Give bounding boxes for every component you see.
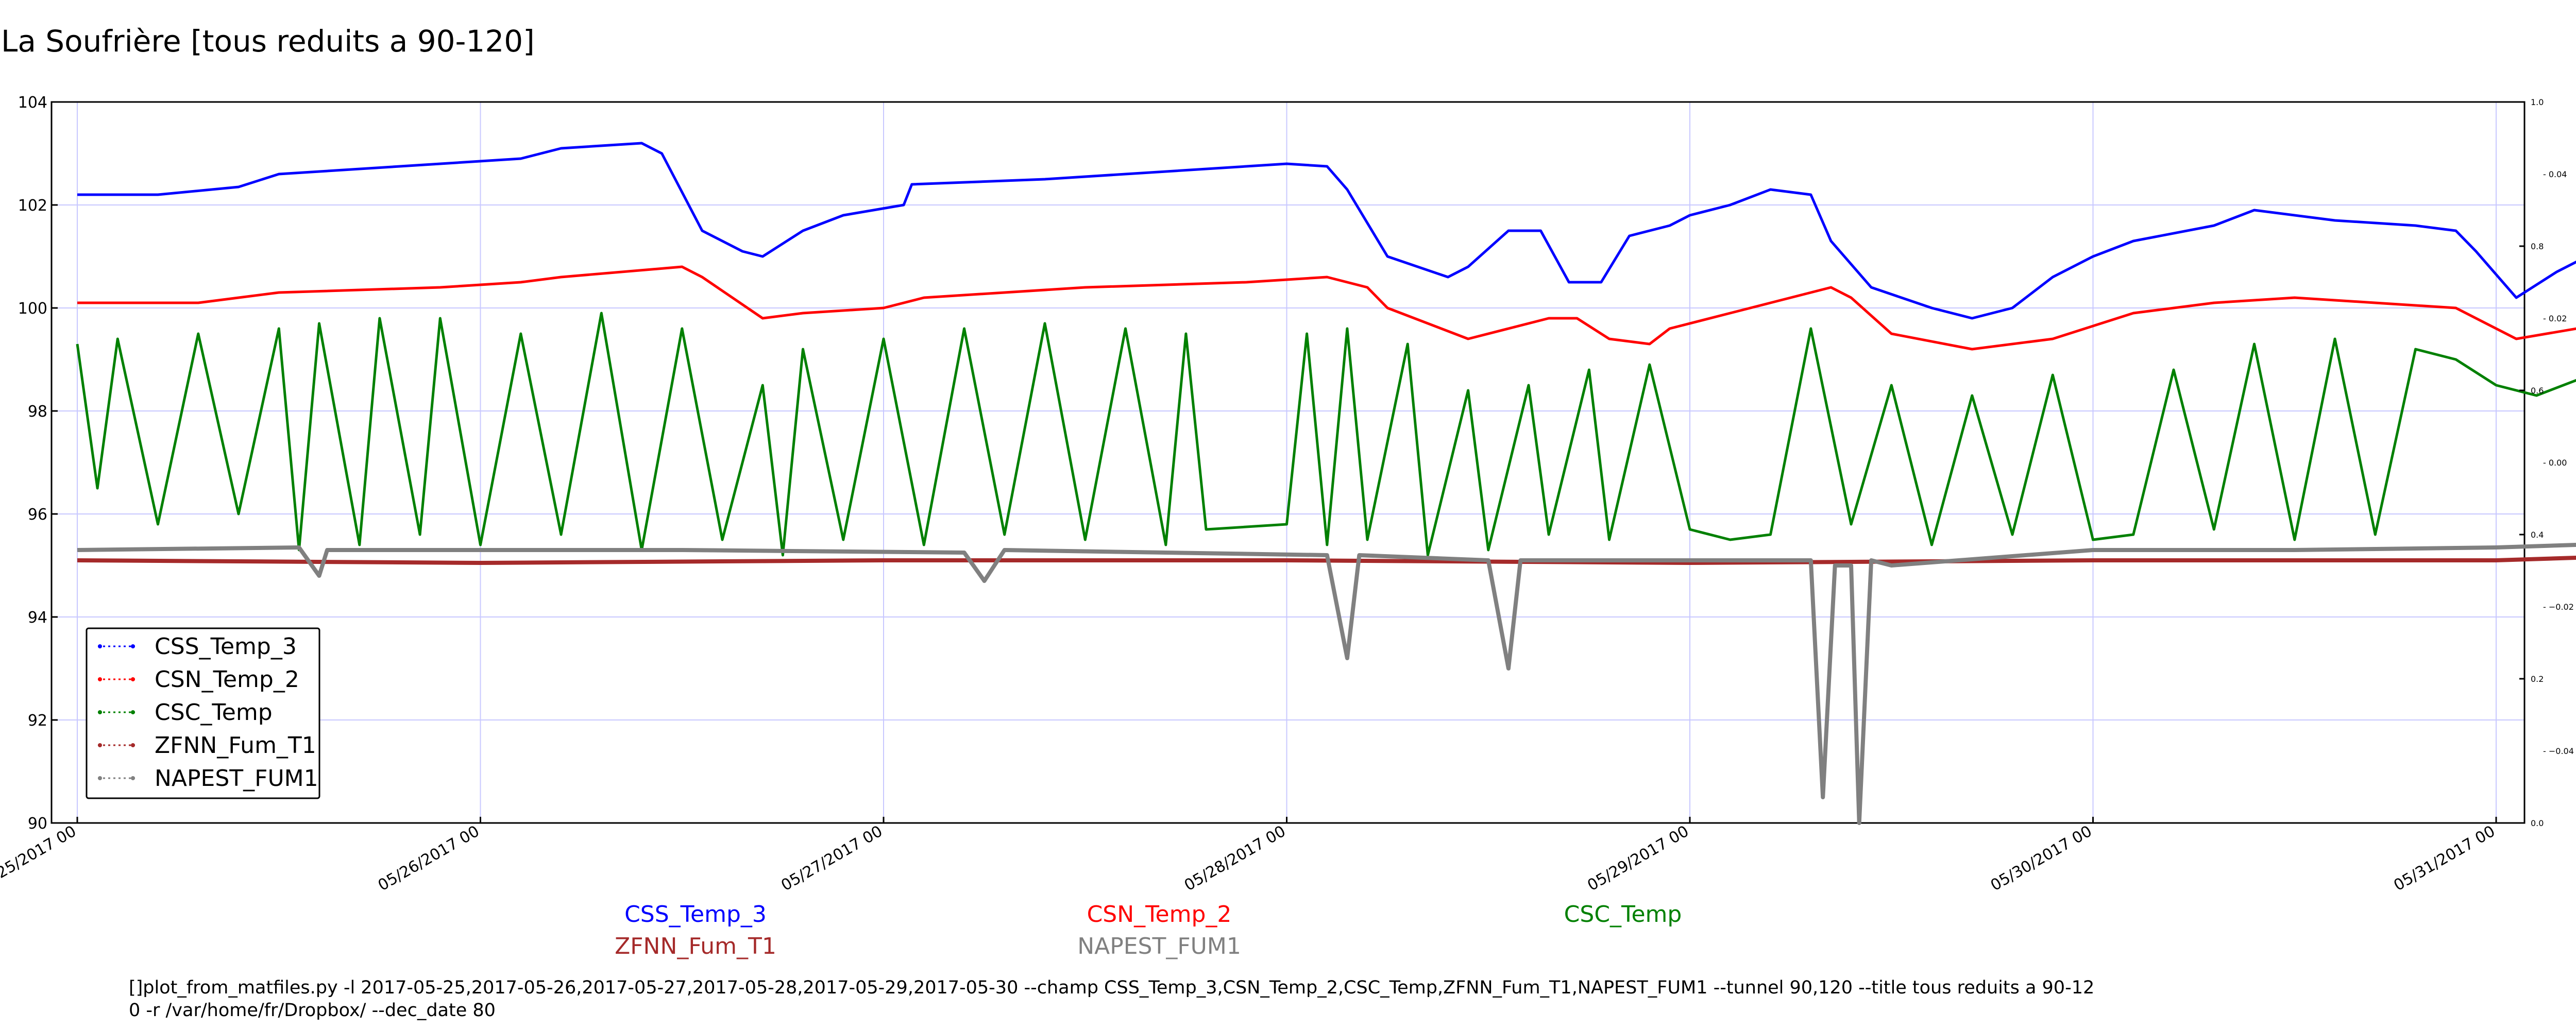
legend-label-ZFNN_Fum_T1: ZFNN_Fum_T1 — [155, 732, 316, 759]
legend-label-CSS_Temp_3: CSS_Temp_3 — [155, 633, 297, 660]
right-minor-tick-label: - 0.00 — [2543, 458, 2567, 468]
bottom-label-CSC_Temp: CSC_Temp — [1564, 901, 1682, 928]
chart-title: La Soufrière [tous reduits a 90-120] — [1, 24, 535, 59]
series-line-NAPEST_FUM1 — [77, 543, 2576, 825]
right-tick-label: 1.0 — [2531, 97, 2544, 107]
legend-box — [86, 627, 320, 799]
legend-marker — [131, 677, 135, 681]
x-tick-label: 05/31/2017 00 — [2391, 822, 2498, 895]
x-tick-label: 05/29/2017 00 — [1584, 822, 1692, 895]
series-line-CSC_Temp — [76, 312, 2576, 557]
bottom-label-CSN_Temp_2: CSN_Temp_2 — [1087, 901, 1232, 928]
y-tick-label: 90 — [28, 815, 47, 833]
y-tick-label: 96 — [28, 506, 47, 524]
x-tick-label: 05/27/2017 00 — [778, 822, 886, 895]
plot-frame — [50, 101, 2526, 824]
x-axis-ticks: 05/25/2017 00 05/26/2017 00 05/27/2017 00 0… — [0, 817, 2498, 895]
right-minor-tick-label: - −0.02 — [2543, 602, 2574, 612]
right-tick-label: 0.0 — [2531, 818, 2544, 828]
y-tick-label: 104 — [18, 94, 47, 112]
right-minor-tick-label: - 0.02 — [2543, 314, 2567, 323]
x-tick-label: 05/26/2017 00 — [375, 822, 483, 895]
legend-marker — [98, 710, 102, 714]
legend-label-NAPEST_FUM1: NAPEST_FUM1 — [155, 765, 318, 792]
legend-marker — [131, 710, 135, 714]
grid-lines — [52, 101, 2524, 823]
y-tick-label: 102 — [18, 197, 47, 215]
bottom-series-labels: CSS_Temp_3 CSN_Temp_2 CSC_Temp ZFNN_Fum_T1 N… — [615, 901, 1682, 959]
right-axis-ticks: 0.0 0.2 0.4 0.6 0.8 1.0 - −0.04 - −0.02 - 0.00 - … — [2519, 97, 2574, 828]
legend-marker — [98, 743, 102, 747]
legend-label-CSN_Temp_2: CSN_Temp_2 — [155, 666, 299, 693]
right-tick-label: 0.8 — [2531, 242, 2544, 251]
right-minor-tick-label: - −0.04 — [2543, 746, 2574, 756]
series-line-CSS_Temp_3 — [77, 142, 2576, 320]
legend-marker — [131, 776, 135, 780]
command-line-text: []plot_from_matfiles.py -l 2017-05-25,20… — [129, 977, 2095, 1021]
y-tick-label: 92 — [28, 712, 47, 730]
bottom-label-ZFNN_Fum_T1: ZFNN_Fum_T1 — [615, 933, 776, 959]
legend-marker — [98, 776, 102, 780]
legend-marker — [98, 644, 102, 648]
x-tick-label: 05/25/2017 00 — [0, 822, 79, 895]
y-axis-ticks: 90 92 94 96 98 100 102 104 — [18, 94, 58, 833]
legend: CSS_Temp_3 CSN_Temp_2 CSC_Temp ZFNN_Fum_T1 N… — [86, 627, 320, 799]
legend-marker — [131, 743, 135, 747]
legend-label-CSC_Temp: CSC_Temp — [155, 699, 273, 726]
right-tick-label: 0.4 — [2531, 530, 2544, 540]
series-line-CSN_Temp_2 — [77, 265, 2576, 351]
bottom-label-CSS_Temp_3: CSS_Temp_3 — [624, 901, 767, 928]
legend-marker — [98, 677, 102, 681]
y-tick-label: 98 — [28, 403, 47, 421]
series-layer — [76, 142, 2576, 825]
right-tick-label: 0.2 — [2531, 674, 2544, 684]
x-tick-label: 05/30/2017 00 — [1988, 822, 2095, 895]
legend-marker — [131, 644, 135, 648]
x-tick-label: 05/28/2017 00 — [1181, 822, 1289, 895]
right-tick-label: 0.6 — [2531, 386, 2544, 396]
right-minor-tick-label: - 0.04 — [2543, 169, 2567, 179]
y-tick-label: 94 — [28, 609, 47, 627]
y-tick-label: 100 — [18, 300, 47, 318]
bottom-label-NAPEST_FUM1: NAPEST_FUM1 — [1077, 933, 1241, 959]
